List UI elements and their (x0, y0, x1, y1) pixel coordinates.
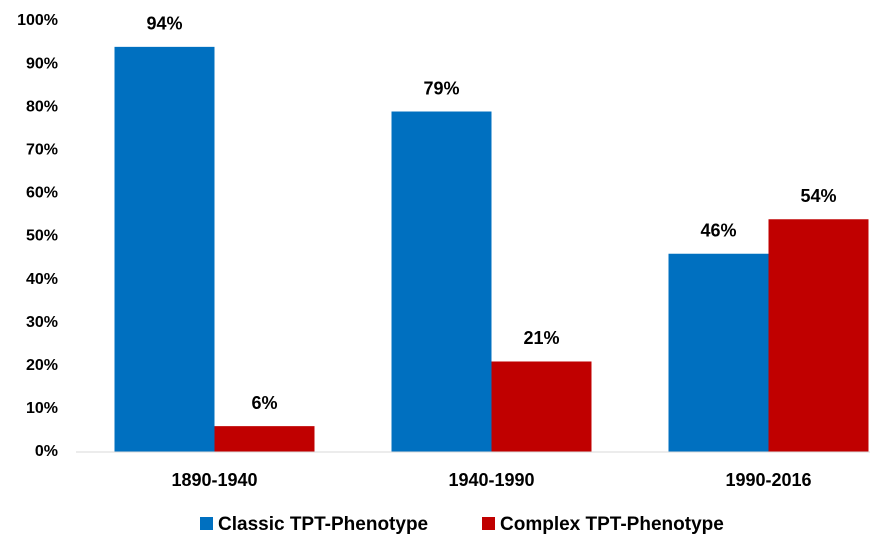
bar (668, 253, 769, 452)
legend-label: Complex TPT-Phenotype (500, 514, 724, 535)
y-tick-label: 50% (26, 228, 58, 245)
y-tick-label: 80% (26, 98, 58, 115)
value-label: 54% (800, 186, 836, 206)
x-tick-label: 1890-1940 (171, 470, 257, 490)
bar (214, 426, 315, 452)
x-tick-label: 1940-1990 (448, 470, 534, 490)
legend-label: Classic TPT-Phenotype (218, 514, 428, 535)
y-tick-label: 0% (35, 443, 58, 460)
value-label: 79% (423, 78, 459, 98)
value-label: 21% (523, 328, 559, 348)
y-tick-label: 70% (26, 142, 58, 159)
value-label: 94% (146, 14, 182, 34)
y-tick-label: 100% (17, 12, 58, 29)
y-tick-label: 20% (26, 357, 58, 374)
y-tick-label: 30% (26, 314, 58, 331)
value-label: 46% (700, 220, 736, 240)
y-tick-label: 10% (26, 400, 58, 417)
y-tick-label: 40% (26, 271, 58, 288)
y-tick-label: 90% (26, 55, 58, 72)
bar (768, 219, 869, 452)
bar (491, 361, 592, 452)
x-tick-label: 1990-2016 (725, 470, 811, 490)
bar (114, 46, 215, 453)
value-label: 6% (251, 393, 277, 413)
legend-swatch (200, 517, 213, 530)
bar (391, 111, 492, 452)
legend-swatch (482, 517, 495, 530)
y-tick-label: 60% (26, 185, 58, 202)
